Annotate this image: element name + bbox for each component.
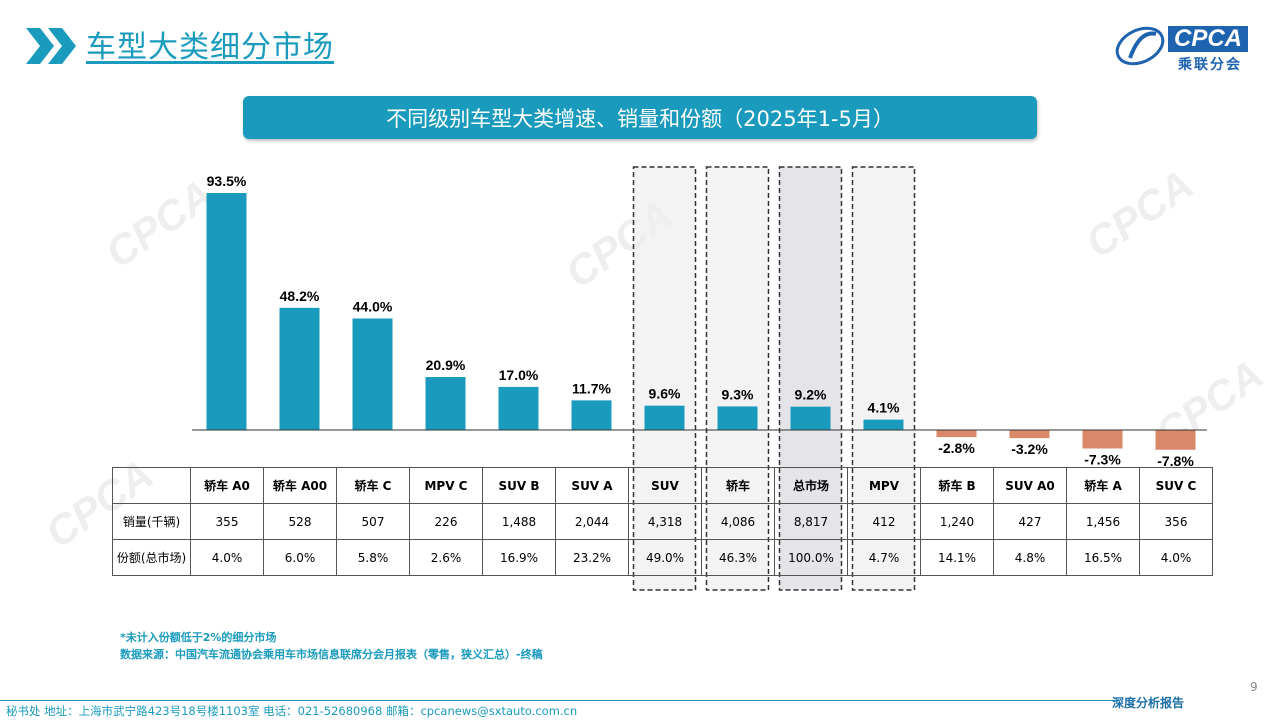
table-cell-sales: 356 bbox=[1139, 503, 1213, 540]
table-cell-sales: 427 bbox=[993, 503, 1067, 540]
bar bbox=[790, 406, 831, 430]
table-header-cell: SUV A0 bbox=[993, 467, 1067, 504]
table-cell-sales: 355 bbox=[190, 503, 264, 540]
table-header-cell: 轿车 bbox=[701, 467, 775, 504]
table-corner-cell bbox=[112, 467, 191, 504]
bar bbox=[571, 400, 612, 430]
bar bbox=[644, 405, 685, 430]
bar bbox=[498, 386, 539, 430]
bar bbox=[936, 430, 977, 438]
table-cell-sales: 528 bbox=[263, 503, 337, 540]
logo-subtitle: 乘联分会 bbox=[1178, 57, 1242, 73]
chart-banner-title: 不同级别车型大类增速、销量和份额（2025年1-5月） bbox=[243, 96, 1037, 139]
logo-text: CPCA bbox=[1168, 26, 1249, 52]
table-cell-share: 16.5% bbox=[1066, 539, 1140, 576]
table-header-cell: 轿车 A0 bbox=[190, 467, 264, 504]
table-cell-share: 23.2% bbox=[555, 539, 629, 576]
table-header-cell: SUV A bbox=[555, 467, 629, 504]
page-number: 9 bbox=[1250, 680, 1258, 694]
table-row-sales: 销量(千辆) 355 528 507 226 1,488 2,044 4,318 4,086 8… bbox=[112, 503, 1213, 540]
footnote-data-source: 数据来源：中国汽车流通协会乘用车市场信息联席分会月报表（零售，狭义汇总）-终稿 bbox=[120, 648, 543, 661]
bar bbox=[206, 193, 247, 430]
table-header-cell: SUV bbox=[628, 467, 702, 504]
row-label-sales: 销量(千辆) bbox=[112, 503, 191, 540]
table-cell-sales: 8,817 bbox=[774, 503, 848, 540]
data-label: 11.7% bbox=[572, 380, 611, 396]
footer-address: 秘书处 地址：上海市武宁路423号18号楼1103室 电话：021-526809… bbox=[6, 704, 578, 718]
table-header-cell: 总市场 bbox=[774, 467, 848, 504]
data-label: -3.2% bbox=[1011, 441, 1048, 457]
footer-report-label: 深度分析报告 bbox=[1112, 696, 1185, 710]
bar bbox=[1082, 430, 1123, 449]
table-cell-share: 100.0% bbox=[774, 539, 848, 576]
footnote-share-threshold: *未计入份额低于2%的细分市场 bbox=[120, 631, 277, 644]
bar bbox=[717, 406, 758, 430]
table-cell-share: 46.3% bbox=[701, 539, 775, 576]
row-label-share: 份额(总市场) bbox=[112, 539, 191, 576]
table-cell-sales: 2,044 bbox=[555, 503, 629, 540]
bar bbox=[425, 377, 466, 430]
table-cell-sales: 4,086 bbox=[701, 503, 775, 540]
table-header-cell: SUV C bbox=[1139, 467, 1213, 504]
bar bbox=[352, 318, 393, 430]
table-row-share: 份额(总市场) 4.0% 6.0% 5.8% 2.6% 16.9% 23.2% 49.0% 4… bbox=[112, 539, 1213, 576]
table-header-cell: 轿车 A bbox=[1066, 467, 1140, 504]
table-cell-sales: 1,456 bbox=[1066, 503, 1140, 540]
table-cell-share: 14.1% bbox=[920, 539, 994, 576]
bar bbox=[279, 307, 320, 430]
data-label: 20.9% bbox=[426, 357, 466, 373]
data-label: 93.5% bbox=[207, 173, 247, 189]
table-cell-share: 6.0% bbox=[263, 539, 337, 576]
data-label: 4.1% bbox=[868, 400, 900, 416]
double-chevron-right-icon bbox=[26, 28, 76, 64]
bar bbox=[1009, 430, 1050, 439]
table-cell-share: 49.0% bbox=[628, 539, 702, 576]
table-cell-sales: 1,488 bbox=[482, 503, 556, 540]
table-header-cell: SUV B bbox=[482, 467, 556, 504]
cpca-logo-icon bbox=[1115, 26, 1165, 66]
data-label: 44.0% bbox=[353, 298, 393, 314]
footer-divider bbox=[0, 700, 1120, 701]
bar bbox=[863, 419, 904, 430]
bar bbox=[1155, 430, 1196, 450]
table-cell-share: 4.8% bbox=[993, 539, 1067, 576]
table-cell-share: 2.6% bbox=[409, 539, 483, 576]
data-label: 17.0% bbox=[499, 367, 539, 383]
data-label: -7.3% bbox=[1084, 452, 1121, 468]
table-cell-sales: 412 bbox=[847, 503, 921, 540]
data-label: 9.2% bbox=[795, 387, 827, 403]
data-label: -7.8% bbox=[1157, 453, 1194, 469]
table-header-row: 轿车 A0 轿车 A00 轿车 C MPV C SUV B SUV A SUV 轿车 总市场 MP… bbox=[112, 467, 1213, 504]
table-header-cell: 轿车 B bbox=[920, 467, 994, 504]
data-label: 9.3% bbox=[722, 386, 754, 402]
table-cell-sales: 507 bbox=[336, 503, 410, 540]
table-cell-share: 16.9% bbox=[482, 539, 556, 576]
table-cell-share: 4.7% bbox=[847, 539, 921, 576]
table-header-cell: MPV bbox=[847, 467, 921, 504]
data-table: 轿车 A0 轿车 A00 轿车 C MPV C SUV B SUV A SUV 轿车 总市场 MP… bbox=[112, 467, 1213, 576]
data-label: 9.6% bbox=[649, 386, 681, 402]
data-label: 48.2% bbox=[280, 288, 320, 304]
table-header-cell: 轿车 A00 bbox=[263, 467, 337, 504]
table-cell-share: 5.8% bbox=[336, 539, 410, 576]
table-header-cell: 轿车 C bbox=[336, 467, 410, 504]
table-cell-share: 4.0% bbox=[190, 539, 264, 576]
table-cell-sales: 4,318 bbox=[628, 503, 702, 540]
data-label: -2.8% bbox=[938, 440, 975, 456]
page-title: 车型大类细分市场 bbox=[86, 30, 334, 65]
table-cell-sales: 1,240 bbox=[920, 503, 994, 540]
table-cell-share: 4.0% bbox=[1139, 539, 1213, 576]
table-header-cell: MPV C bbox=[409, 467, 483, 504]
table-cell-sales: 226 bbox=[409, 503, 483, 540]
